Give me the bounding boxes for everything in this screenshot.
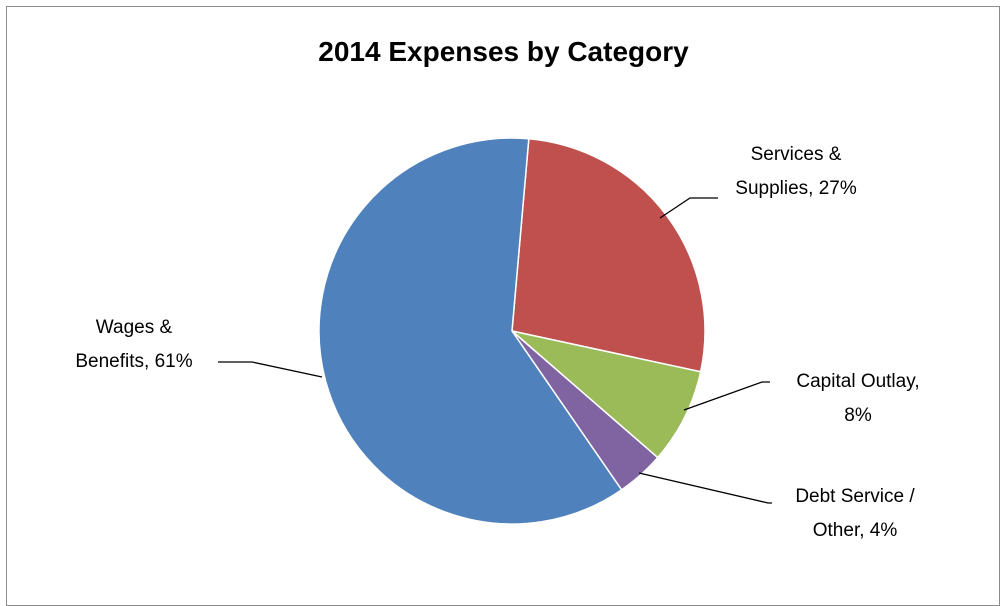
leader-line-wages-benefits <box>218 361 323 378</box>
data-label-wages-benefits: Benefits, 61% <box>75 351 192 372</box>
pie-slice-services-supplies <box>511 137 706 373</box>
pie-slice-capital-outlay <box>511 330 702 459</box>
leader-line-debt-service-other <box>638 472 772 504</box>
data-label-capital-outlay: Capital Outlay, <box>796 371 919 392</box>
data-label-debt-service-other: Debt Service / <box>795 486 915 507</box>
pie-chart: Services & Supplies, 27% Capital Outlay, 8%… <box>75 137 920 541</box>
data-label-services-supplies: Services & <box>751 144 842 165</box>
data-label-capital-outlay: 8% <box>844 405 872 426</box>
pie-slice-wages-benefits <box>318 137 623 525</box>
chart-title: 2014 Expenses by Category <box>318 36 689 67</box>
data-label-debt-service-other: Other, 4% <box>813 520 898 541</box>
data-label-services-supplies: Supplies, 27% <box>735 178 857 199</box>
leader-line-capital-outlay <box>683 381 770 411</box>
data-label-wages-benefits: Wages & <box>96 317 173 338</box>
leader-line-services-supplies <box>659 197 718 219</box>
